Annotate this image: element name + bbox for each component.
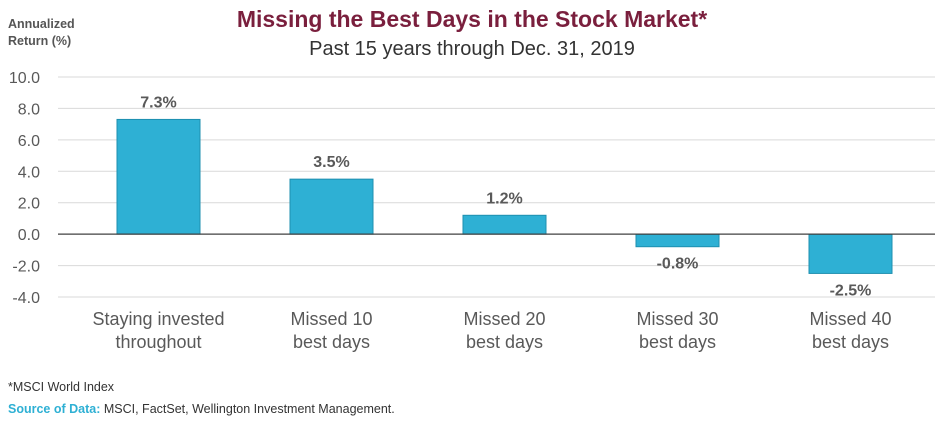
y-axis-label-line-1: Annualized [8,17,75,31]
source-line: Source of Data: MSCI, FactSet, Wellingto… [8,402,395,416]
category-label: throughout [115,332,201,352]
category-label: Missed 20 [463,309,545,329]
category-label: Missed 10 [290,309,372,329]
y-tick-label: -2.0 [12,259,40,276]
data-label: -0.8% [657,256,699,273]
data-label: -2.5% [830,282,872,299]
chart-subtitle: Past 15 years through Dec. 31, 2019 [309,38,635,60]
category-label: Missed 40 [809,309,891,329]
y-tick-label: 8.0 [18,101,40,118]
y-axis-ticks: 10.0 8.0 6.0 4.0 2.0 0.0 -2.0 -4.0 [9,70,40,307]
bar [289,178,374,235]
source-label: Source of Data: [8,402,100,416]
category-label: best days [293,332,370,352]
bar [808,233,893,274]
data-label: 7.3% [140,94,176,111]
bar [116,118,201,235]
y-tick-label: 2.0 [18,196,40,213]
category-label: best days [466,332,543,352]
footnote: *MSCI World Index [8,380,115,394]
y-axis-label-line-2: Return (%) [8,34,71,48]
bars [116,118,893,274]
bar [635,233,720,248]
y-tick-label: -4.0 [12,290,40,307]
category-label: best days [812,332,889,352]
category-label: Missed 30 [636,309,718,329]
y-tick-label: 4.0 [18,164,40,181]
chart-title: Missing the Best Days in the Stock Marke… [237,6,707,32]
bar [462,214,547,235]
data-label: 1.2% [486,190,522,207]
gridlines [58,76,935,298]
source-text: MSCI, FactSet, Wellington Investment Man… [100,402,394,416]
category-label: best days [639,332,716,352]
y-tick-label: 0.0 [18,227,40,244]
category-labels: Staying invested throughout Missed 10 best … [92,309,891,352]
y-tick-label: 10.0 [9,70,40,87]
y-tick-label: 6.0 [18,133,40,150]
data-label: 3.5% [313,154,349,171]
category-label: Staying invested [92,309,224,329]
data-labels: 7.3% 3.5% 1.2% -0.8% -2.5% [140,94,871,299]
